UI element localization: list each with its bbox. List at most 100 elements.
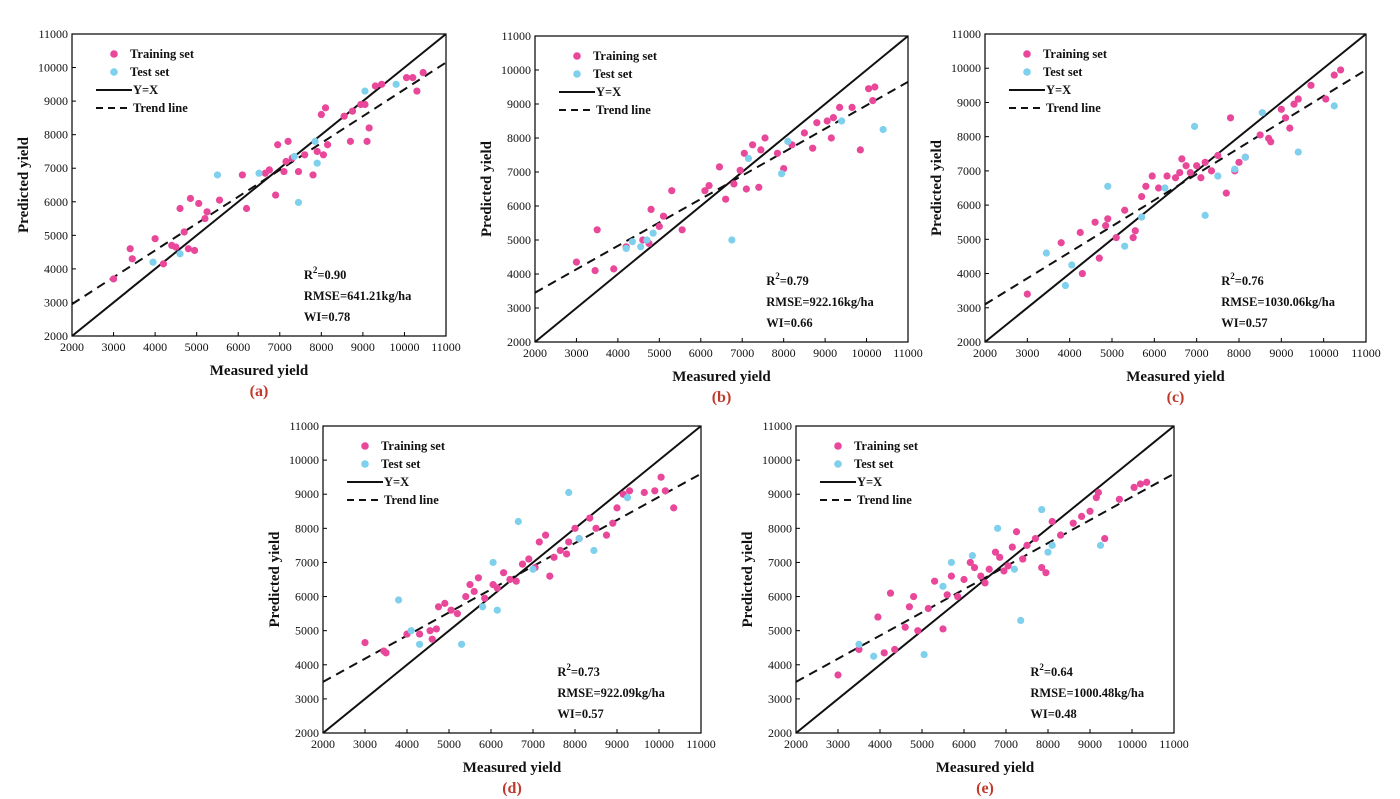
training-point <box>535 538 543 546</box>
training-point <box>1148 172 1156 180</box>
y-tick-label: 4000 <box>295 658 319 672</box>
legend-label: Trend line <box>857 493 912 507</box>
y-tick-label: 10000 <box>501 63 531 77</box>
training-point <box>740 149 748 157</box>
training-point <box>481 594 489 602</box>
training-point <box>640 488 648 497</box>
y-tick-label: 9000 <box>768 487 792 501</box>
x-tick-label: 7000 <box>1185 346 1209 360</box>
training-point <box>755 183 763 191</box>
y-axis-title: Predicted yield <box>16 136 32 233</box>
test-point <box>1190 122 1199 130</box>
training-point <box>466 581 474 589</box>
rmse-label: RMSE=1000.48kg/ha <box>1030 686 1144 700</box>
wi-label: WI=0.57 <box>557 707 603 721</box>
training-point <box>190 246 199 255</box>
training-point <box>180 228 188 236</box>
training-point <box>1235 158 1243 166</box>
x-tick-label: 3000 <box>102 340 126 354</box>
training-point <box>659 212 668 220</box>
y-tick-label: 6000 <box>44 195 68 209</box>
y-tick-label: 7000 <box>957 164 981 178</box>
training-point <box>848 103 856 111</box>
training-point <box>284 137 292 145</box>
training-point <box>748 141 757 149</box>
legend-label: Test set <box>593 67 633 81</box>
training-point <box>1197 174 1205 182</box>
training-point <box>151 235 159 243</box>
training-point <box>1154 184 1163 192</box>
x-tick-label: 3000 <box>1015 346 1039 360</box>
x-tick-label: 7000 <box>730 346 754 360</box>
training-point <box>1129 234 1137 242</box>
training-point <box>563 550 571 558</box>
training-point <box>657 473 665 481</box>
y-tick-label: 9000 <box>957 95 981 109</box>
y-tick-label: 5000 <box>295 624 319 638</box>
training-point <box>215 196 224 204</box>
x-tick-label: 3000 <box>353 737 377 751</box>
y-tick-label: 5000 <box>957 232 981 246</box>
training-point <box>947 572 956 580</box>
training-point <box>1290 100 1298 108</box>
training-point <box>1130 483 1138 491</box>
x-axis-title: Measured yield <box>672 369 771 385</box>
training-point <box>382 649 390 657</box>
x-tick-label: 4000 <box>868 737 892 751</box>
x-tick-label: 5000 <box>910 737 934 751</box>
training-point <box>1000 567 1008 575</box>
y-tick-label: 4000 <box>957 267 981 281</box>
training-point <box>1307 81 1315 89</box>
training-point <box>1004 562 1012 570</box>
training-point <box>462 592 470 601</box>
test-point <box>361 87 369 95</box>
x-tick-label: 11000 <box>1159 737 1189 751</box>
training-point <box>1115 495 1123 503</box>
x-tick-label: 11000 <box>431 340 461 354</box>
test-point <box>870 652 878 660</box>
y-tick-label: 11000 <box>38 27 68 41</box>
training-point <box>931 577 939 585</box>
x-tick-label: 2000 <box>60 340 84 354</box>
y-tick-label: 6000 <box>295 590 319 604</box>
test-point <box>149 258 157 266</box>
test-point <box>784 137 792 145</box>
training-point <box>966 558 974 567</box>
test-point <box>643 236 651 244</box>
y-axis-title: Predicted yield <box>929 139 945 236</box>
training-point <box>572 258 581 266</box>
x-tick-label: 9000 <box>605 737 629 751</box>
training-point <box>159 260 168 268</box>
identity-line <box>535 36 908 342</box>
training-point <box>323 141 332 149</box>
y-tick-label: 11000 <box>289 419 319 433</box>
trend-line <box>72 61 446 305</box>
training-point <box>1277 105 1285 113</box>
training-point <box>730 180 738 188</box>
y-tick-label: 5000 <box>768 624 792 638</box>
wi-label: WI=0.48 <box>1030 707 1076 721</box>
training-point <box>413 87 421 95</box>
training-point <box>1171 174 1180 182</box>
x-tick-label: 2000 <box>311 737 335 751</box>
plot-frame <box>795 425 1175 734</box>
training-point <box>1057 531 1065 539</box>
training-point <box>823 117 831 125</box>
y-tick-label: 8000 <box>44 128 68 142</box>
legend-test-marker <box>110 68 118 76</box>
wi-label: WI=0.78 <box>304 310 350 324</box>
training-point <box>1019 555 1027 563</box>
training-point <box>365 124 373 132</box>
training-point <box>670 504 678 512</box>
training-point <box>348 107 357 115</box>
training-point <box>1222 189 1230 197</box>
test-point <box>622 244 630 253</box>
legend-label: Training set <box>381 439 446 453</box>
training-point <box>668 187 676 195</box>
training-point <box>1094 488 1102 497</box>
identity-line <box>985 34 1366 342</box>
test-point <box>416 640 424 648</box>
x-tick-label: 6000 <box>226 340 250 354</box>
test-point <box>947 558 956 567</box>
